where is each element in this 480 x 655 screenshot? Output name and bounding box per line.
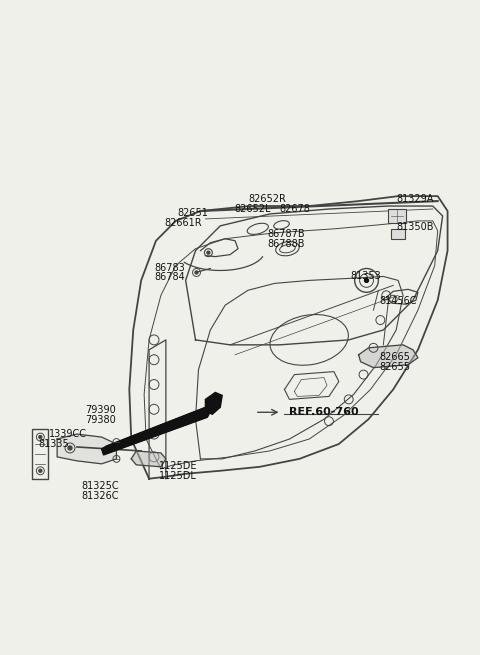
Text: 81325C: 81325C [82, 481, 120, 491]
Text: 81326C: 81326C [82, 491, 120, 500]
Circle shape [364, 278, 369, 282]
Text: 79390: 79390 [85, 405, 116, 415]
Polygon shape [359, 345, 418, 367]
Text: 82652R: 82652R [248, 194, 286, 204]
Text: 82655: 82655 [379, 362, 410, 371]
Text: 86784: 86784 [154, 272, 185, 282]
Text: 79380: 79380 [85, 415, 116, 425]
Text: 82661R: 82661R [164, 218, 202, 228]
Text: 82678: 82678 [279, 204, 311, 214]
Text: 1339CC: 1339CC [49, 429, 87, 439]
FancyBboxPatch shape [388, 209, 406, 223]
Text: 81335: 81335 [38, 439, 69, 449]
Text: 1125DE: 1125DE [159, 461, 197, 471]
Circle shape [39, 436, 42, 439]
Text: 1125DL: 1125DL [159, 471, 197, 481]
Text: 82651: 82651 [178, 208, 209, 218]
Text: 81456C: 81456C [379, 296, 417, 307]
Polygon shape [102, 407, 210, 455]
Circle shape [68, 446, 72, 450]
Circle shape [207, 251, 210, 254]
Text: 81350B: 81350B [396, 222, 433, 232]
Circle shape [39, 469, 42, 472]
Text: 82652L: 82652L [234, 204, 271, 214]
Circle shape [195, 271, 198, 274]
Polygon shape [131, 451, 166, 467]
Text: REF.60-760: REF.60-760 [289, 407, 359, 417]
Text: 86783: 86783 [154, 263, 185, 272]
Text: 81329A: 81329A [396, 194, 433, 204]
FancyBboxPatch shape [391, 229, 405, 239]
Text: 86788B: 86788B [268, 239, 305, 249]
Polygon shape [205, 392, 222, 414]
Text: 81353: 81353 [351, 271, 382, 282]
Polygon shape [57, 434, 117, 464]
Text: 86787B: 86787B [268, 229, 305, 239]
Text: 82665: 82665 [379, 352, 410, 362]
